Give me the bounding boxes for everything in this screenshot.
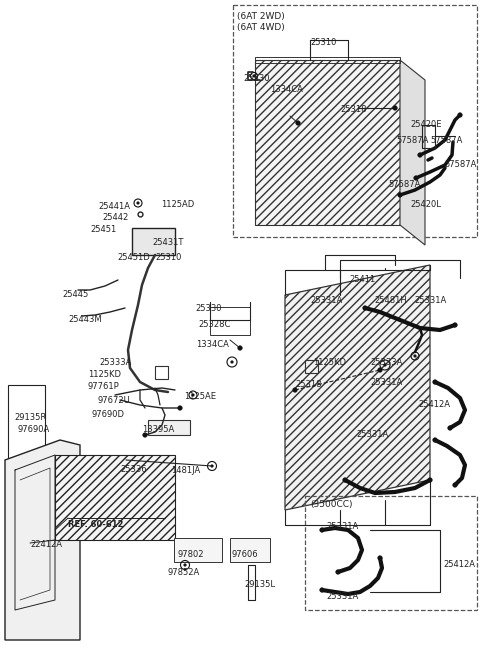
Text: 29135L: 29135L — [244, 580, 275, 589]
Text: 25331A: 25331A — [326, 522, 358, 531]
Circle shape — [137, 202, 139, 204]
Text: REF. 60-612: REF. 60-612 — [68, 520, 123, 529]
Circle shape — [231, 361, 233, 363]
Text: (3500CC): (3500CC) — [310, 500, 352, 509]
Circle shape — [363, 306, 367, 310]
Text: 25431T: 25431T — [152, 238, 183, 247]
Text: 25318: 25318 — [295, 380, 322, 389]
Text: 1334CA: 1334CA — [196, 340, 229, 349]
Text: 25442: 25442 — [102, 213, 128, 222]
Text: 97852A: 97852A — [168, 568, 200, 577]
Circle shape — [453, 483, 457, 487]
Circle shape — [192, 394, 194, 396]
Text: 25445: 25445 — [62, 290, 88, 299]
Text: 25318: 25318 — [340, 105, 367, 114]
Polygon shape — [55, 455, 175, 540]
Circle shape — [414, 355, 416, 357]
Text: 1125AE: 1125AE — [184, 392, 216, 401]
Circle shape — [296, 120, 300, 125]
Circle shape — [448, 426, 452, 430]
Text: 97690D: 97690D — [92, 410, 125, 419]
Text: 25420L: 25420L — [410, 200, 441, 209]
Text: 57587A: 57587A — [388, 180, 420, 189]
Text: 25336: 25336 — [120, 465, 146, 474]
Polygon shape — [132, 228, 175, 255]
Circle shape — [253, 75, 255, 77]
Text: 97672U: 97672U — [97, 396, 130, 405]
Circle shape — [428, 478, 432, 482]
Text: 97802: 97802 — [178, 550, 204, 559]
Text: 25443M: 25443M — [68, 315, 102, 324]
Circle shape — [320, 588, 324, 592]
Circle shape — [211, 465, 213, 467]
Text: 25331A: 25331A — [310, 296, 342, 305]
Text: 1334CA: 1334CA — [270, 85, 303, 94]
Text: 97761P: 97761P — [88, 382, 120, 391]
Circle shape — [143, 433, 147, 437]
Text: 57587A: 57587A — [396, 136, 428, 145]
Text: 29135R: 29135R — [14, 413, 46, 422]
Text: 25481H: 25481H — [374, 296, 407, 305]
Text: 1125KD: 1125KD — [313, 358, 346, 367]
Polygon shape — [400, 60, 425, 245]
Circle shape — [343, 478, 347, 482]
Text: 25331A: 25331A — [356, 430, 388, 439]
Circle shape — [378, 556, 382, 560]
Circle shape — [178, 406, 182, 410]
Text: 13395A: 13395A — [142, 425, 174, 434]
Text: 97690A: 97690A — [18, 425, 50, 434]
Text: 25411: 25411 — [349, 275, 375, 284]
Circle shape — [398, 193, 402, 197]
Circle shape — [393, 106, 397, 110]
Text: 25333A: 25333A — [99, 358, 132, 367]
Polygon shape — [255, 60, 400, 225]
Text: 25328C: 25328C — [198, 320, 230, 329]
Circle shape — [184, 564, 186, 566]
Circle shape — [320, 528, 324, 532]
Text: 25441A: 25441A — [98, 202, 130, 211]
Text: 25330: 25330 — [195, 304, 221, 313]
Text: 57587A: 57587A — [444, 160, 476, 169]
Circle shape — [418, 153, 422, 157]
Text: 22412A: 22412A — [30, 540, 62, 549]
Circle shape — [336, 570, 340, 574]
Text: 25330: 25330 — [243, 74, 269, 83]
Text: 1125KD: 1125KD — [88, 370, 121, 379]
Text: 1481JA: 1481JA — [171, 466, 200, 475]
Polygon shape — [285, 265, 430, 510]
Circle shape — [384, 364, 386, 366]
Polygon shape — [5, 440, 80, 640]
Text: 97606: 97606 — [232, 550, 259, 559]
Text: 25331A: 25331A — [414, 296, 446, 305]
Circle shape — [433, 380, 437, 384]
Circle shape — [293, 388, 297, 392]
Text: 25331A: 25331A — [370, 378, 402, 387]
Text: 25412A: 25412A — [418, 400, 450, 409]
Text: 25412A: 25412A — [443, 560, 475, 569]
Text: 25451: 25451 — [90, 225, 116, 234]
Polygon shape — [230, 538, 270, 562]
Polygon shape — [174, 538, 222, 562]
Circle shape — [453, 323, 457, 327]
Text: 25331A: 25331A — [326, 592, 358, 601]
Text: 25310: 25310 — [155, 253, 181, 262]
Circle shape — [414, 176, 418, 180]
Text: 25333A: 25333A — [370, 358, 402, 367]
Text: 1125AD: 1125AD — [161, 200, 194, 209]
Polygon shape — [148, 420, 190, 435]
Text: 25310: 25310 — [310, 38, 336, 47]
Circle shape — [378, 368, 382, 372]
Text: (6AT 2WD)
(6AT 4WD): (6AT 2WD) (6AT 4WD) — [237, 12, 285, 32]
Text: 25451D: 25451D — [117, 253, 150, 262]
Text: 25420E: 25420E — [410, 120, 442, 129]
Circle shape — [458, 113, 462, 117]
Text: 57587A: 57587A — [430, 136, 462, 145]
Circle shape — [433, 438, 437, 442]
Circle shape — [238, 346, 242, 350]
